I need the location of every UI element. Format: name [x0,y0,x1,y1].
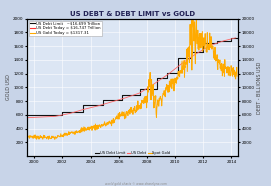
Title: US DEBT & DEBT LIMIT vs GOLD: US DEBT & DEBT LIMIT vs GOLD [70,11,195,17]
Y-axis label: GOLD USD: GOLD USD [6,74,11,100]
Legend: US Debt Limit, US Debt, Spot Gold: US Debt Limit, US Debt, Spot Gold [95,150,171,156]
Text: world gold charts © www.sharelynx.com: world gold charts © www.sharelynx.com [105,182,166,186]
Y-axis label: DEBT - BILLIONS USD: DEBT - BILLIONS USD [257,61,262,114]
